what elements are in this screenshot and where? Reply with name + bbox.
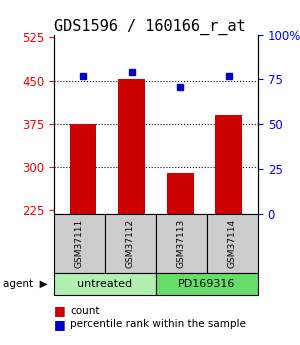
Text: GSM37112: GSM37112 [126, 219, 135, 268]
Text: GSM37113: GSM37113 [177, 219, 186, 268]
Bar [167, 172, 194, 214]
Bar [70, 124, 97, 214]
Text: untreated: untreated [77, 279, 133, 289]
Text: PD169316: PD169316 [178, 279, 236, 289]
Text: GSM37114: GSM37114 [228, 219, 237, 268]
Bar [215, 115, 242, 214]
Bar [118, 79, 145, 214]
Text: GDS1596 / 160166_r_at: GDS1596 / 160166_r_at [54, 19, 246, 35]
Text: ■: ■ [54, 304, 66, 317]
Text: GSM37111: GSM37111 [75, 219, 84, 268]
Text: percentile rank within the sample: percentile rank within the sample [70, 319, 246, 329]
Text: agent  ▶: agent ▶ [3, 279, 48, 289]
Text: count: count [70, 306, 100, 315]
Text: ■: ■ [54, 318, 66, 331]
